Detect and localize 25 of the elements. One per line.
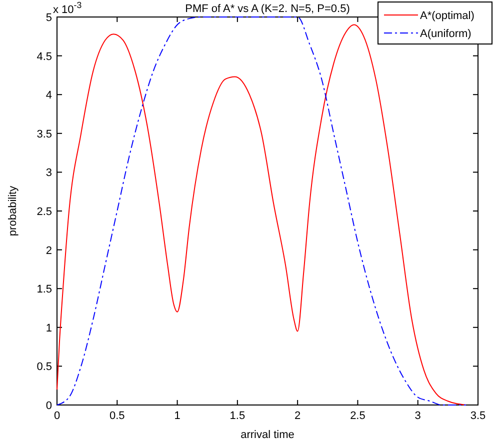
x-tick-label: 2 <box>294 410 301 422</box>
y-tick-label: 2 <box>46 244 52 257</box>
x-tick-label: 1 <box>174 410 180 422</box>
y-tick-label: 3 <box>46 167 52 180</box>
y-tick-label: 0 <box>46 400 52 412</box>
x-tick-label: 1.5 <box>230 410 246 422</box>
x-tick-label: 3.5 <box>470 410 486 422</box>
legend-label: A*(optimal) <box>420 10 474 22</box>
x-tick-label: 0 <box>54 410 60 422</box>
x-tick-label: 3 <box>414 410 421 422</box>
y-tick-label: 3.5 <box>36 128 52 140</box>
y-tick-label: 2.5 <box>36 206 52 218</box>
chart-title: PMF of A* vs A (K=2. N=5, P=0.5) <box>185 3 350 15</box>
y-tick-label: 5 <box>46 12 52 24</box>
x-tick-label: 0.5 <box>109 410 125 422</box>
x-axis-title: arrival time <box>240 429 294 441</box>
y-tick-label: 1 <box>46 322 52 334</box>
y-tick-label: 4 <box>46 90 52 102</box>
text: x 10$^{-3}$ <box>53 0 82 16</box>
y-tick-label: 0.5 <box>36 361 52 374</box>
legend-label: A(uniform) <box>420 28 472 40</box>
y-tick-label: 1.5 <box>36 284 52 296</box>
x-tick-label: 2.5 <box>350 410 366 422</box>
y-tick-label: 4.5 <box>36 50 52 63</box>
y-axis-title: probability <box>7 185 19 236</box>
